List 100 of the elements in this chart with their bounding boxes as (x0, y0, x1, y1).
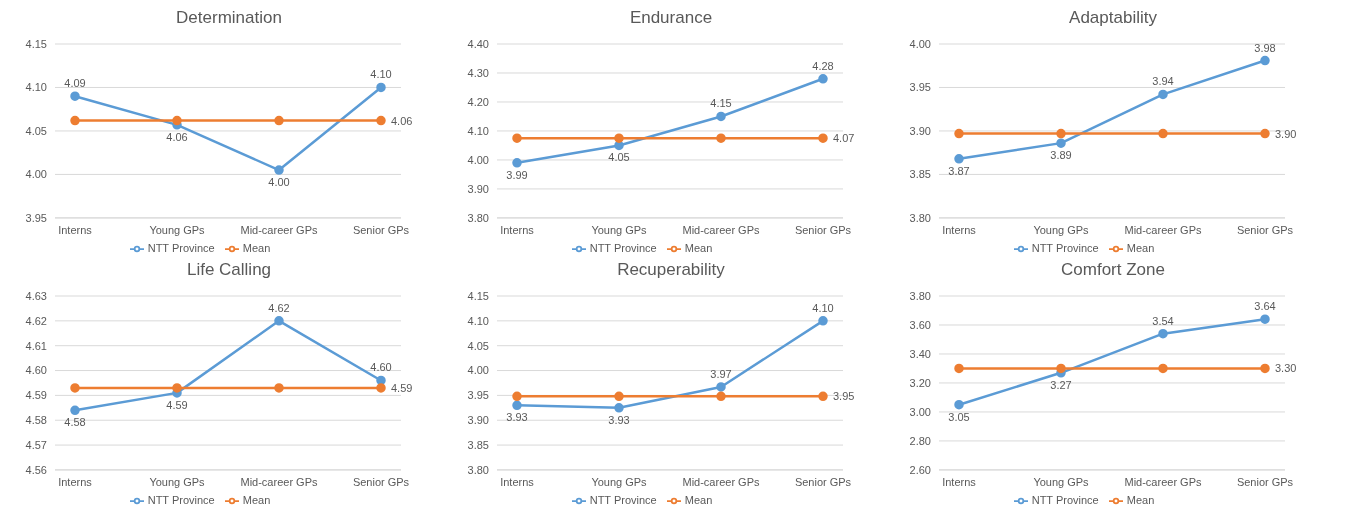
x-tick-label: Senior GPs (352, 475, 410, 488)
legend-label: NTT Province (1031, 493, 1099, 506)
data-label: 4.10 (812, 301, 834, 314)
data-label: 3.93 (506, 411, 528, 424)
y-tick-label: 3.00 (909, 405, 931, 418)
chart-title: Comfort Zone (1060, 260, 1166, 281)
y-tick-label: 3.80 (909, 211, 931, 224)
y-tick-label: 4.10 (467, 314, 489, 327)
y-tick-label: 3.85 (467, 438, 489, 451)
x-tick-label: Young GPs (149, 475, 206, 488)
x-tick-label: Interns (500, 475, 535, 488)
data-label: 3.99 (506, 168, 528, 181)
x-tick-label: Interns (942, 475, 977, 488)
x-tick-label: Mid-career GPs (682, 475, 760, 488)
x-tick-label: Mid-career GPs (240, 223, 318, 236)
data-label: 4.59 (391, 381, 413, 394)
data-label: 4.00 (268, 176, 290, 189)
y-tick-label: 3.40 (909, 347, 931, 360)
data-label: 3.89 (1050, 149, 1072, 162)
y-tick-label: 4.10 (25, 81, 47, 94)
y-tick-label: 3.80 (909, 289, 931, 302)
y-tick-label: 3.90 (909, 124, 931, 137)
data-label: 4.05 (608, 151, 630, 164)
legend-label: Mean (684, 493, 713, 506)
x-tick-label: Interns (58, 223, 93, 236)
legend-label: NTT Province (1031, 241, 1099, 254)
y-tick-label: 3.95 (25, 211, 47, 224)
y-tick-label: 3.85 (909, 168, 931, 181)
y-tick-label: 4.30 (467, 66, 489, 79)
y-tick-label: 4.57 (25, 438, 47, 451)
y-tick-label: 4.40 (467, 37, 489, 50)
x-tick-label: Mid-career GPs (1124, 475, 1202, 488)
y-tick-label: 4.59 (25, 389, 47, 402)
data-label: 3.93 (608, 413, 630, 426)
legend-label: NTT Province (147, 241, 215, 254)
data-label: 4.60 (370, 361, 392, 374)
x-tick-label: Young GPs (1033, 223, 1090, 236)
y-tick-label: 4.63 (25, 289, 47, 302)
x-tick-label: Young GPs (591, 223, 648, 236)
y-tick-label: 4.62 (25, 314, 47, 327)
legend-label: Mean (684, 241, 713, 254)
legend-label: NTT Province (589, 241, 657, 254)
x-tick-label: Interns (58, 475, 93, 488)
y-tick-label: 4.58 (25, 414, 47, 427)
data-label: 4.06 (391, 114, 413, 127)
y-tick-label: 3.95 (467, 389, 489, 402)
data-label: 3.98 (1254, 41, 1276, 54)
y-tick-label: 4.00 (467, 153, 489, 166)
x-tick-label: Senior GPs (794, 223, 852, 236)
y-tick-label: 3.90 (467, 182, 489, 195)
legend-label: Mean (1126, 493, 1155, 506)
data-label: 4.07 (833, 132, 855, 145)
data-label: 3.54 (1152, 314, 1174, 327)
x-tick-label: Senior GPs (1236, 223, 1294, 236)
y-tick-label: 3.80 (467, 463, 489, 476)
y-tick-label: 2.80 (909, 434, 931, 447)
data-label: 3.05 (948, 410, 970, 423)
chart-title: Determination (175, 8, 283, 29)
y-tick-label: 4.00 (909, 37, 931, 50)
y-tick-label: 3.95 (909, 81, 931, 94)
data-label: 4.06 (166, 130, 188, 143)
data-label: 3.94 (1152, 75, 1174, 88)
x-tick-label: Senior GPs (1236, 475, 1294, 488)
data-label: 3.64 (1254, 300, 1276, 313)
x-tick-label: Mid-career GPs (240, 475, 318, 488)
y-tick-label: 4.56 (25, 463, 47, 476)
y-tick-label: 4.15 (25, 37, 47, 50)
chart-title: Adaptability (1068, 8, 1158, 29)
x-tick-label: Young GPs (149, 223, 206, 236)
y-tick-label: 3.60 (909, 318, 931, 331)
x-tick-label: Interns (500, 223, 535, 236)
y-tick-label: 4.05 (25, 124, 47, 137)
legend-label: Mean (242, 493, 271, 506)
chart-title: Recuperability (616, 260, 726, 281)
legend-label: NTT Province (589, 493, 657, 506)
x-tick-label: Young GPs (591, 475, 648, 488)
y-tick-label: 3.90 (467, 414, 489, 427)
y-tick-label: 3.80 (467, 211, 489, 224)
y-tick-label: 4.05 (467, 339, 489, 352)
data-label: 4.62 (268, 301, 290, 314)
chart-title: Life Calling (185, 260, 273, 281)
y-tick-label: 4.00 (467, 364, 489, 377)
y-tick-label: 4.15 (467, 289, 489, 302)
y-tick-label: 3.20 (909, 376, 931, 389)
y-tick-label: 4.61 (25, 339, 47, 352)
data-label: 4.09 (64, 77, 86, 90)
data-label: 4.59 (166, 398, 188, 411)
data-label: 3.27 (1050, 378, 1072, 391)
data-label: 3.95 (833, 390, 855, 403)
data-label: 4.15 (710, 97, 732, 110)
x-tick-label: Mid-career GPs (682, 223, 760, 236)
data-label: 4.10 (370, 68, 392, 81)
data-label: 4.58 (64, 416, 86, 429)
y-tick-label: 4.00 (25, 168, 47, 181)
x-tick-label: Interns (942, 223, 977, 236)
legend-label: Mean (242, 241, 271, 254)
data-label: 3.87 (948, 164, 970, 177)
data-label: 3.97 (710, 367, 732, 380)
x-tick-label: Mid-career GPs (1124, 223, 1202, 236)
data-label: 3.30 (1275, 362, 1297, 375)
